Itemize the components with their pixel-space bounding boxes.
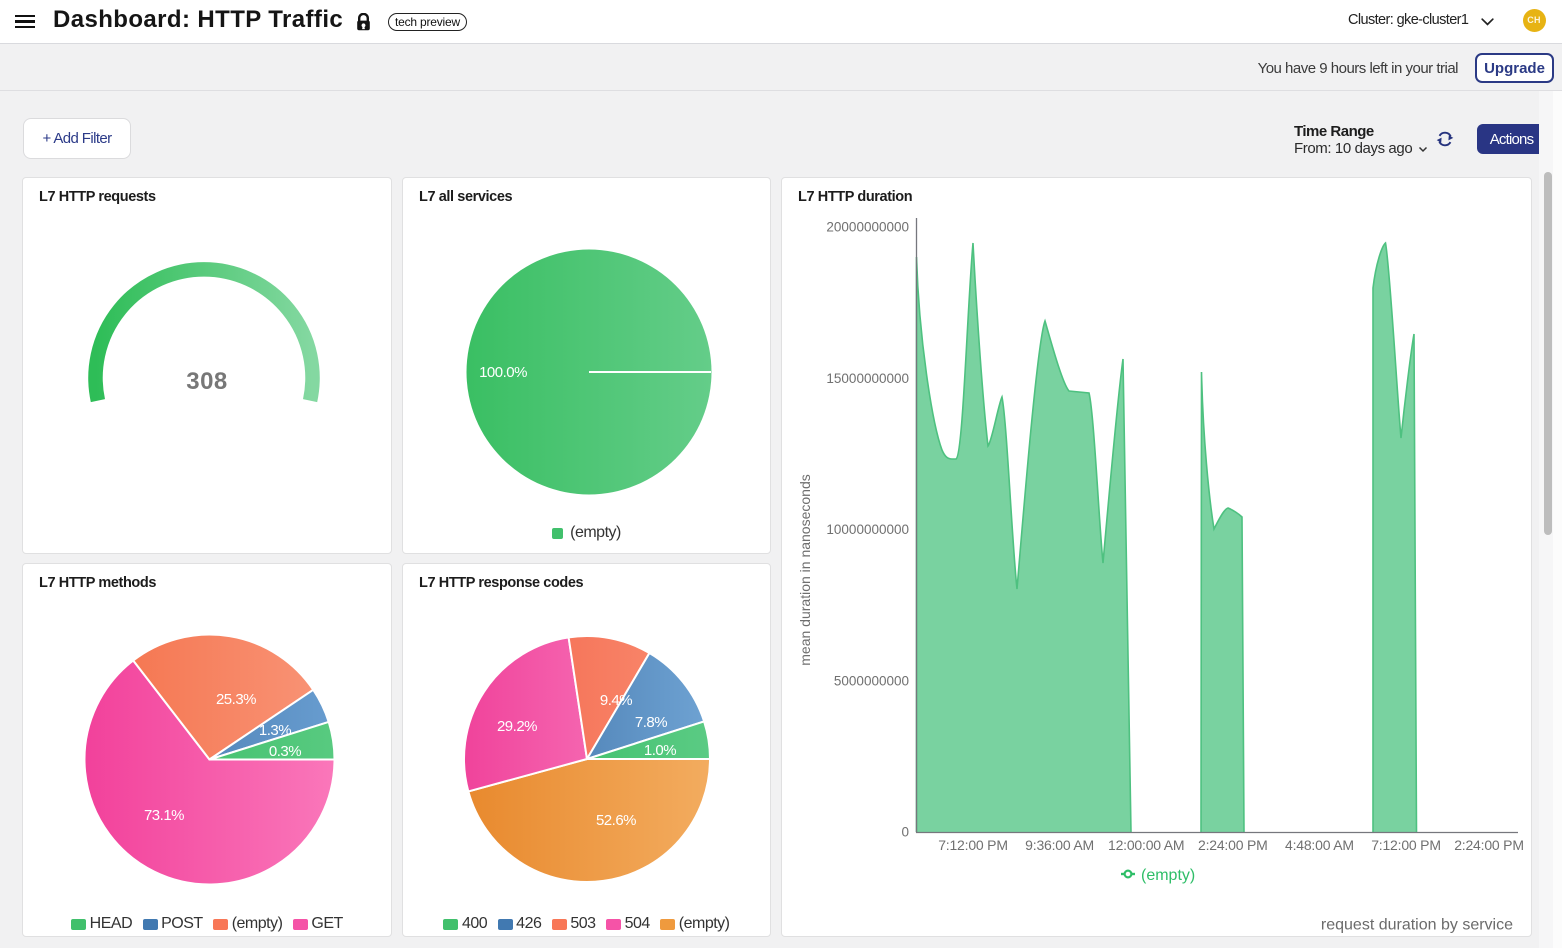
svg-text:15000000000: 15000000000 [826, 371, 909, 386]
svg-text:20000000000: 20000000000 [826, 220, 909, 235]
svg-text:100.0%: 100.0% [479, 364, 527, 381]
svg-text:0.3%: 0.3% [269, 743, 301, 760]
svg-text:73.1%: 73.1% [144, 807, 184, 824]
svg-text:12:00:00 AM: 12:00:00 AM [1108, 837, 1184, 853]
svg-text:5000000000: 5000000000 [834, 673, 909, 688]
svg-text:mean duration in nanoseconds: mean duration in nanoseconds [797, 474, 813, 665]
svg-text:29.2%: 29.2% [497, 718, 537, 735]
svg-text:52.6%: 52.6% [596, 812, 636, 829]
svg-text:9.4%: 9.4% [600, 692, 632, 709]
svg-text:9:36:00 AM: 9:36:00 AM [1025, 837, 1094, 853]
svg-text:request duration by service: request duration by service [1321, 917, 1513, 934]
svg-text:10000000000: 10000000000 [826, 522, 909, 537]
svg-text:25.3%: 25.3% [216, 691, 256, 708]
svg-text:2:24:00 PM: 2:24:00 PM [1454, 837, 1524, 853]
svg-text:2:24:00 PM: 2:24:00 PM [1198, 837, 1268, 853]
svg-text:(empty): (empty) [1141, 867, 1195, 884]
svg-text:0: 0 [901, 825, 909, 840]
svg-text:1.3%: 1.3% [259, 722, 291, 739]
svg-text:308: 308 [186, 368, 228, 395]
svg-text:4:48:00 AM: 4:48:00 AM [1285, 837, 1354, 853]
svg-text:7:12:00 PM: 7:12:00 PM [938, 837, 1008, 853]
svg-text:1.0%: 1.0% [644, 742, 676, 759]
svg-text:7:12:00 PM: 7:12:00 PM [1371, 837, 1441, 853]
svg-text:7.8%: 7.8% [635, 714, 667, 731]
